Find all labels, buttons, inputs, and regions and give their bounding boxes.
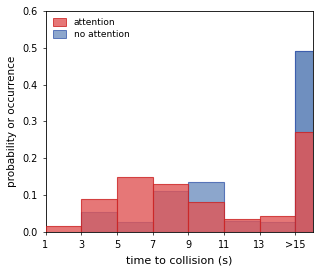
- Bar: [295, 132, 313, 232]
- Bar: [295, 51, 313, 232]
- Y-axis label: probability or occurrence: probability or occurrence: [7, 56, 17, 187]
- Bar: [224, 219, 260, 232]
- Bar: [81, 212, 117, 232]
- Bar: [260, 217, 295, 232]
- Bar: [224, 221, 260, 232]
- Legend: attention, no attention: attention, no attention: [50, 16, 132, 42]
- Bar: [81, 199, 117, 232]
- Bar: [188, 182, 224, 232]
- Bar: [295, 51, 313, 232]
- Bar: [153, 191, 188, 232]
- Bar: [260, 222, 295, 232]
- X-axis label: time to collision (s): time to collision (s): [126, 255, 232, 265]
- Bar: [45, 226, 81, 232]
- Bar: [295, 132, 313, 232]
- Bar: [117, 222, 153, 232]
- Bar: [117, 177, 153, 232]
- Bar: [188, 202, 224, 232]
- Bar: [153, 184, 188, 232]
